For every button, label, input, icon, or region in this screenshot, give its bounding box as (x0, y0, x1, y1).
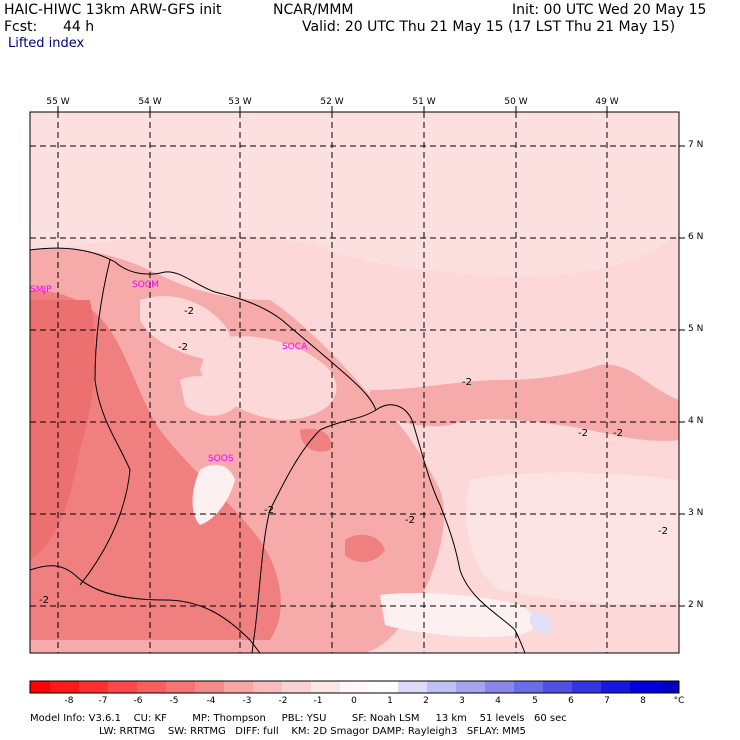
contour-label: -2 (184, 306, 194, 317)
colorbar-swatch (195, 681, 224, 693)
contour-label: -2 (658, 526, 668, 537)
contour-label: -2 (578, 428, 588, 439)
contour-label: -2 (405, 515, 415, 526)
colorbar-swatch (224, 681, 253, 693)
longitude-label: 49 W (595, 97, 619, 107)
model-info-line2: LW: RRTMG SW: RRTMG DIFF: full KM: 2D Sm… (99, 726, 526, 737)
contour-label: -2 (613, 428, 623, 439)
init-time: Init: 00 UTC Wed 20 May 15 (512, 2, 707, 18)
colorbar-swatch (427, 681, 456, 693)
contour-label: -2 (178, 342, 188, 353)
colorbar-swatch (630, 681, 659, 693)
colorbar-label: 4 (495, 696, 501, 706)
colorbar-swatch (50, 681, 79, 693)
colorbar-label: -1 (313, 696, 323, 706)
colorbar-swatch (79, 681, 108, 693)
colorbar-swatch (514, 681, 543, 693)
station-label: SOCM (132, 280, 159, 290)
colorbar-swatch (543, 681, 572, 693)
colorbar (29, 680, 680, 694)
colorbar-swatch (282, 681, 311, 693)
colorbar-swatch (30, 681, 50, 693)
longitude-label: 50 W (504, 97, 528, 107)
colorbar-label: -2 (278, 696, 288, 706)
colorbar-label: -6 (133, 696, 143, 706)
colorbar-label: -7 (98, 696, 108, 706)
contour-label: -2 (462, 377, 472, 388)
longitude-label: 51 W (412, 97, 436, 107)
model-info-line1: Model Info: V3.6.1 CU: KF MP: Thompson P… (30, 713, 567, 724)
axis-ticks (57, 106, 685, 607)
longitude-label: 53 W (228, 97, 252, 107)
colorbar-swatch (659, 681, 679, 693)
colorbar-label: 5 (532, 696, 538, 706)
longitude-label: 54 W (138, 97, 162, 107)
latitude-label: 3 N (688, 508, 704, 518)
graticule (30, 112, 679, 653)
colorbar-label: 0 (351, 696, 357, 706)
colorbar-label: 2 (423, 696, 429, 706)
latitude-label: 4 N (688, 416, 704, 426)
longitude-label: 55 W (46, 97, 70, 107)
colorbar-label: -5 (169, 696, 179, 706)
longitude-label: 52 W (320, 97, 344, 107)
colorbar-swatch (311, 681, 340, 693)
colorbar-label: 7 (604, 696, 610, 706)
colorbar-label: 3 (459, 696, 465, 706)
valid-time: Valid: 20 UTC Thu 21 May 15 (17 LST Thu … (302, 19, 676, 35)
colorbar-swatch (369, 681, 398, 693)
latitude-label: 5 N (688, 324, 704, 334)
colorbar-swatch (108, 681, 137, 693)
forecast-label: Fcst: (4, 19, 38, 35)
colorbar-swatch (456, 681, 485, 693)
latitude-label: 6 N (688, 232, 704, 242)
colorbar-swatch (340, 681, 369, 693)
colorbar-label: 6 (568, 696, 574, 706)
colorbar-swatch (137, 681, 166, 693)
colorbar-label: -3 (242, 696, 252, 706)
colorbar-swatch (253, 681, 282, 693)
colorbar-label: 1 (387, 696, 393, 706)
contour-label: -2 (39, 595, 49, 606)
colorbar-swatch (601, 681, 630, 693)
map-frame (29, 111, 680, 654)
station-label: SMJP (30, 285, 52, 295)
colorbar-swatch (485, 681, 514, 693)
station-label: SOOS (208, 454, 234, 464)
colorbar-swatch (572, 681, 601, 693)
field-name: Lifted index (8, 36, 85, 51)
colorbar-label: -8 (64, 696, 74, 706)
station-label: SOCA (282, 342, 308, 352)
colorbar-swatch (166, 681, 195, 693)
colorbar-unit: °C (673, 696, 685, 706)
org-label: NCAR/MMM (273, 2, 354, 18)
colorbar-label: -4 (206, 696, 216, 706)
forecast-hour: 44 h (63, 19, 95, 35)
colorbar-swatch (398, 681, 427, 693)
colorbar-label: 8 (640, 696, 646, 706)
shaded-field (30, 112, 679, 653)
latitude-label: 7 N (688, 140, 704, 150)
latitude-label: 2 N (688, 600, 704, 610)
contour-label: -2 (264, 505, 274, 516)
model-title: HAIC-HIWC 13km ARW-GFS init (4, 2, 222, 18)
